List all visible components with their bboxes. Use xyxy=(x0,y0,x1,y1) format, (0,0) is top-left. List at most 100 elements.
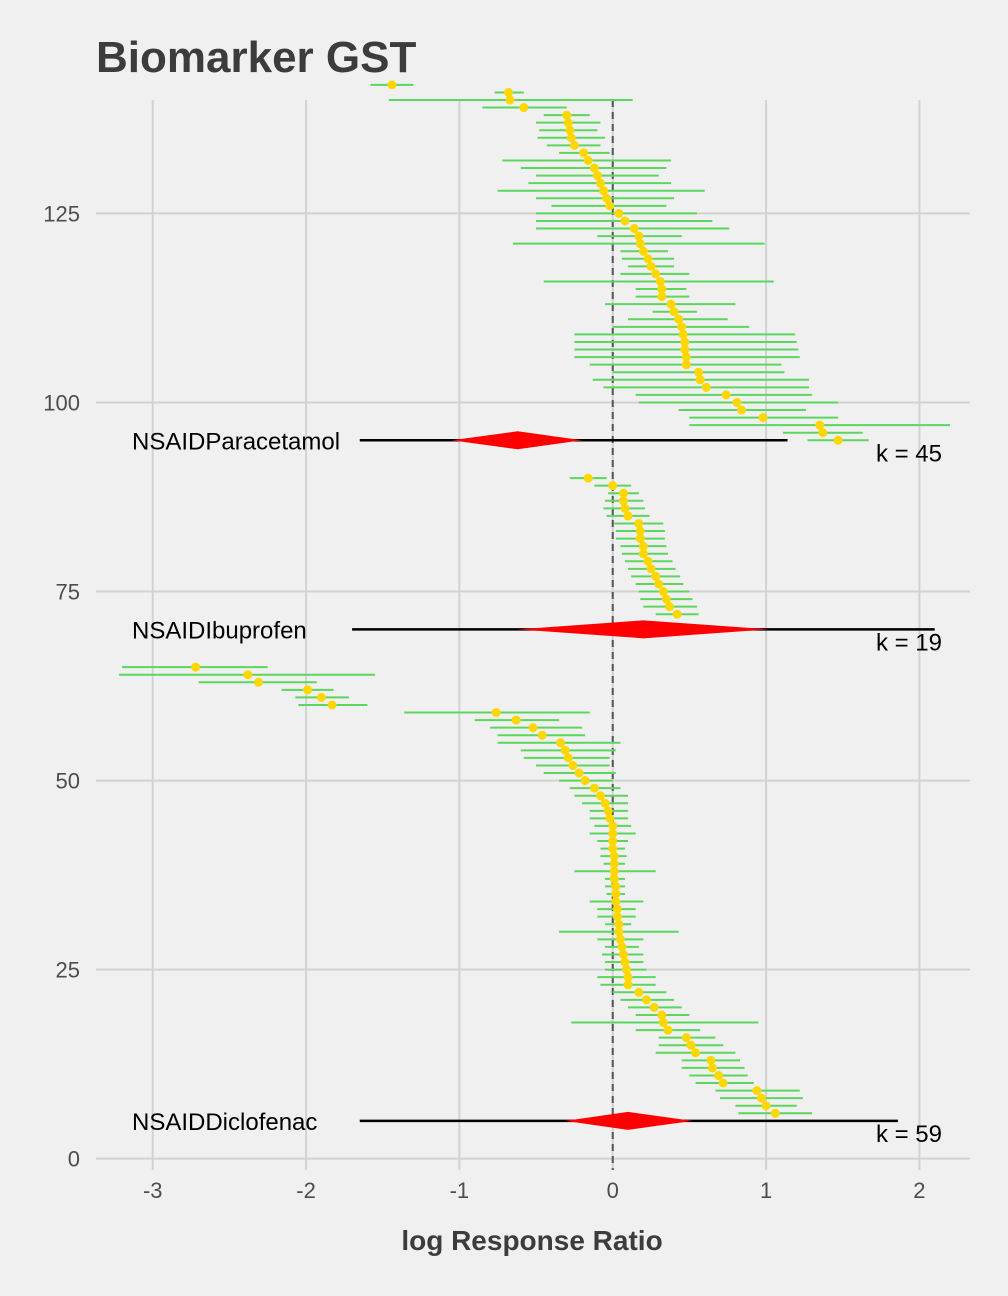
effect-point xyxy=(680,345,690,355)
effect-point xyxy=(623,972,633,982)
k-label: k = 45 xyxy=(876,440,942,467)
effect-point xyxy=(620,503,630,513)
effect-point xyxy=(643,254,653,264)
summary-diamond xyxy=(565,1111,693,1130)
effect-point xyxy=(718,1078,728,1088)
effect-point xyxy=(657,284,667,294)
group-label: NSAIDParacetamol xyxy=(132,428,340,455)
effect-point xyxy=(556,738,566,748)
effect-point xyxy=(519,103,529,113)
effect-point xyxy=(681,352,691,362)
effect-point xyxy=(599,186,609,196)
effect-point xyxy=(677,322,687,332)
effect-point xyxy=(614,927,624,937)
effect-point xyxy=(611,889,621,899)
effect-point xyxy=(602,193,612,203)
y-tick-label: 25 xyxy=(56,958,80,983)
effect-point xyxy=(605,813,615,823)
effect-point xyxy=(609,866,619,876)
effect-point xyxy=(649,1002,659,1012)
effect-point xyxy=(568,760,578,770)
effect-point xyxy=(611,897,621,907)
effect-point xyxy=(635,534,645,544)
effect-point xyxy=(634,987,644,997)
effect-point xyxy=(583,155,593,165)
effect-point xyxy=(643,556,653,566)
effect-point xyxy=(608,844,618,854)
chart-title: Biomarker GST xyxy=(96,33,416,82)
effect-point xyxy=(634,231,644,241)
effect-point xyxy=(618,488,628,498)
effect-point xyxy=(609,874,619,884)
x-axis-title: log Response Ratio xyxy=(401,1225,662,1256)
effect-point xyxy=(608,836,618,846)
effect-point xyxy=(672,609,682,619)
effect-point xyxy=(680,337,690,347)
summary-estimates: NSAIDParacetamol k = 45 NSAIDIbuprofen k = … xyxy=(132,428,942,1148)
effect-point xyxy=(758,413,768,423)
effect-point xyxy=(678,329,688,339)
effect-point xyxy=(695,375,705,385)
effect-point xyxy=(664,602,674,612)
effect-point xyxy=(701,382,711,392)
y-tick-label: 125 xyxy=(43,201,80,226)
effect-point xyxy=(563,118,573,128)
effect-point xyxy=(669,307,679,317)
effect-point xyxy=(243,670,253,680)
effect-point xyxy=(612,912,622,922)
effect-point xyxy=(579,148,589,158)
effect-point xyxy=(641,995,651,1005)
y-tick-label: 50 xyxy=(56,769,80,794)
effect-point xyxy=(589,163,599,173)
effect-point xyxy=(503,87,513,97)
effect-point xyxy=(634,518,644,528)
grid xyxy=(96,100,970,1170)
effect-point xyxy=(706,1055,716,1065)
effect-point xyxy=(707,1063,717,1073)
effect-point xyxy=(691,1048,701,1058)
effect-point xyxy=(833,435,843,445)
effect-point xyxy=(595,791,605,801)
effect-point xyxy=(303,685,313,695)
group-label: NSAIDIbuprofen xyxy=(132,617,307,644)
effect-point xyxy=(622,965,632,975)
effect-point xyxy=(761,1101,771,1111)
effect-point xyxy=(638,246,648,256)
effect-point xyxy=(491,708,501,718)
study-points xyxy=(191,80,843,1118)
effect-point xyxy=(638,549,648,559)
effect-point xyxy=(635,239,645,249)
x-tick-label: -2 xyxy=(296,1178,316,1203)
effect-point xyxy=(316,692,326,702)
effect-point xyxy=(666,299,676,309)
k-label: k = 19 xyxy=(876,629,942,656)
effect-point xyxy=(566,133,576,143)
effect-point xyxy=(658,1018,668,1028)
effect-point xyxy=(569,140,579,150)
x-tick-label: -3 xyxy=(143,1178,163,1203)
effect-point xyxy=(592,171,602,181)
effect-point xyxy=(623,980,633,990)
effect-point xyxy=(737,405,747,415)
x-tick-label: -1 xyxy=(450,1178,470,1203)
effect-point xyxy=(387,80,397,90)
effect-point xyxy=(254,677,264,687)
effect-point xyxy=(563,753,573,763)
effect-point xyxy=(609,859,619,869)
effect-point xyxy=(608,821,618,831)
effect-point xyxy=(191,662,201,672)
summary-diamond xyxy=(517,620,770,639)
effect-point xyxy=(511,715,521,725)
effect-point xyxy=(681,360,691,370)
effect-point xyxy=(651,571,661,581)
effect-point xyxy=(574,768,584,778)
effect-point xyxy=(615,934,625,944)
effect-point xyxy=(608,481,618,491)
effect-point xyxy=(614,919,624,929)
effect-point xyxy=(756,1093,766,1103)
effect-point xyxy=(638,541,648,551)
effect-point xyxy=(818,428,828,438)
summary-diamond xyxy=(451,431,583,450)
x-tick-label: 0 xyxy=(607,1178,619,1203)
